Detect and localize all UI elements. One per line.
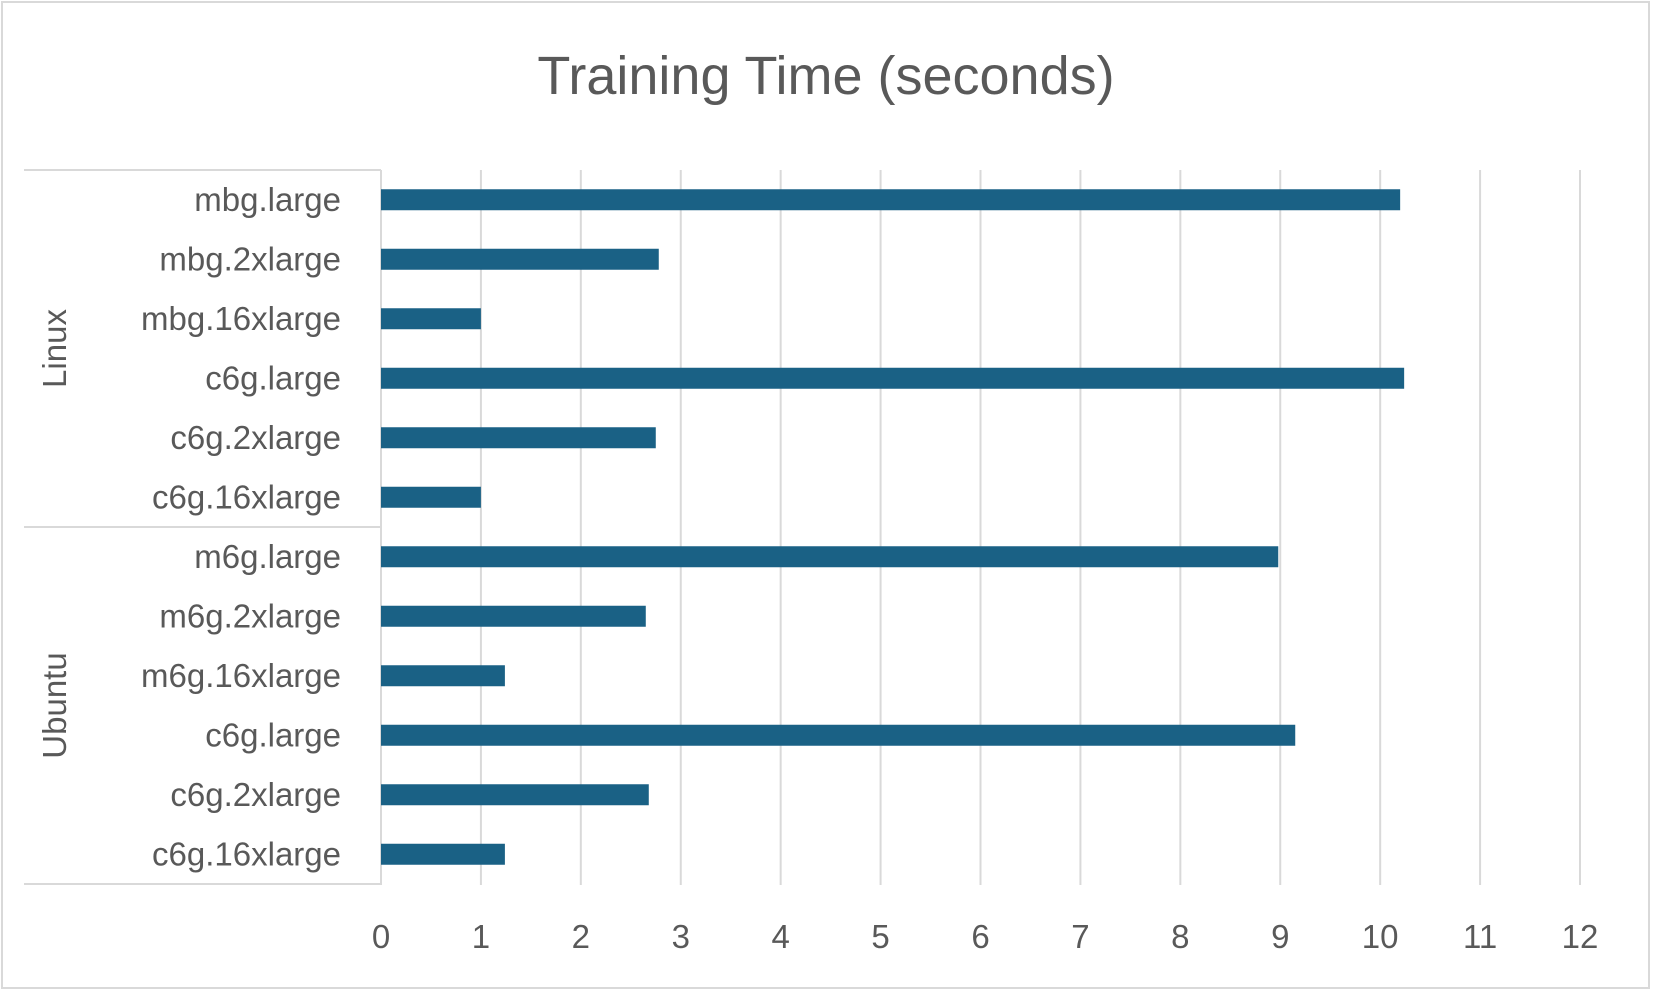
x-tick-label: 1 — [472, 918, 490, 955]
category-labels: mbg.large mbg.2xlarge mbg.16xlarge c6g.larg… — [141, 181, 341, 873]
x-tick-label: 5 — [871, 918, 889, 955]
x-tick-labels: 0 1 2 3 4 5 6 7 8 9 10 11 12 — [372, 918, 1599, 955]
x-tick-label: 11 — [1463, 918, 1497, 955]
bar — [381, 546, 1279, 568]
category-label: c6g.large — [205, 359, 341, 396]
category-label: m6g.16xlarge — [141, 657, 341, 694]
bar — [381, 367, 1405, 389]
category-label: mbg.16xlarge — [141, 300, 341, 337]
x-tick-label: 12 — [1562, 918, 1599, 955]
bar — [381, 665, 505, 687]
bar — [381, 486, 481, 508]
group-labels: Linux Ubuntu — [36, 309, 73, 759]
category-label: mbg.2xlarge — [159, 240, 341, 277]
x-tick-label: 10 — [1362, 918, 1399, 955]
bar — [381, 248, 659, 270]
category-label: c6g.16xlarge — [152, 835, 341, 872]
category-label: c6g.large — [205, 716, 341, 753]
bar — [381, 427, 656, 449]
category-label: mbg.large — [194, 181, 341, 218]
x-tick-label: 7 — [1071, 918, 1089, 955]
bar — [381, 308, 481, 330]
category-label: c6g.16xlarge — [152, 478, 341, 515]
bar — [381, 843, 505, 865]
category-label: c6g.2xlarge — [170, 776, 341, 813]
x-tick-label: 8 — [1171, 918, 1189, 955]
x-tick-label: 3 — [672, 918, 690, 955]
x-tick-label: 0 — [372, 918, 390, 955]
x-tick-label: 2 — [572, 918, 590, 955]
gridlines — [479, 170, 1581, 885]
bar — [381, 189, 1401, 211]
x-tick-label: 9 — [1271, 918, 1289, 955]
bars — [381, 189, 1405, 865]
category-label: m6g.2xlarge — [159, 597, 341, 634]
bar — [381, 724, 1296, 746]
axis-lines — [24, 169, 382, 885]
bar — [381, 784, 649, 806]
group-label: Linux — [36, 309, 73, 388]
category-label: m6g.large — [194, 538, 341, 575]
group-label: Ubuntu — [36, 652, 73, 758]
category-label: c6g.2xlarge — [170, 419, 341, 456]
x-tick-label: 4 — [771, 918, 789, 955]
bar — [381, 605, 646, 627]
chart-title: Training Time (seconds) — [537, 46, 1114, 106]
x-tick-label: 6 — [971, 918, 989, 955]
